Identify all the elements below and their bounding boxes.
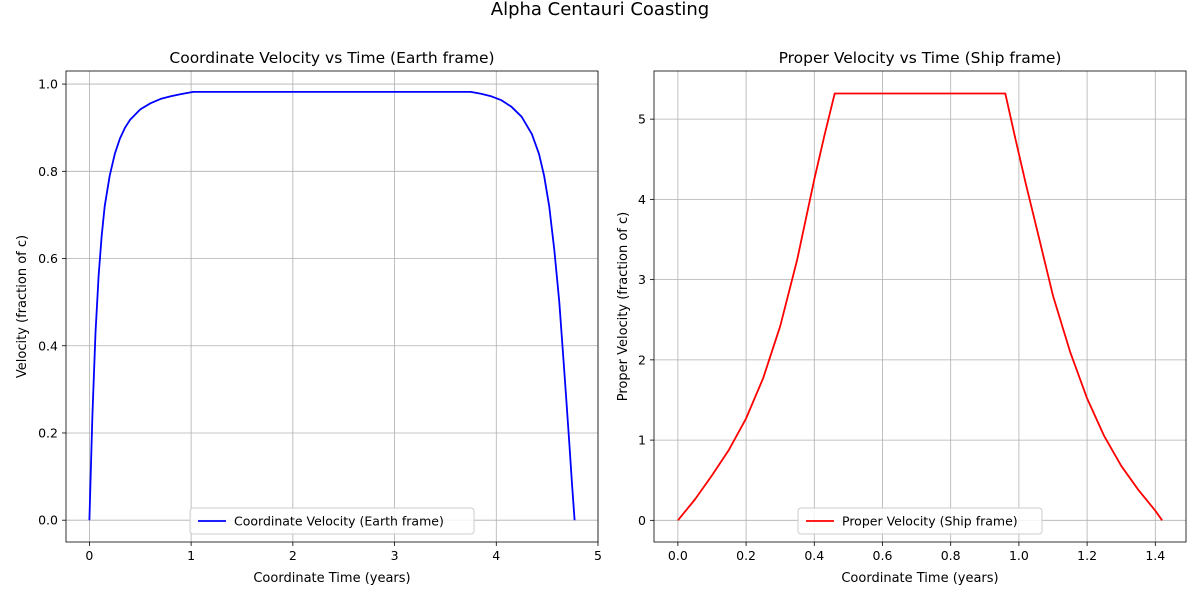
legend-label: Proper Velocity (Ship frame) <box>842 514 1018 529</box>
x-tick-label: 0.2 <box>736 548 756 563</box>
y-tick-label: 1 <box>638 433 646 448</box>
chart-title: Proper Velocity vs Time (Ship frame) <box>779 49 1062 67</box>
y-tick-label: 0.0 <box>38 513 58 528</box>
x-tick-label: 1.2 <box>1077 548 1097 563</box>
x-tick-label: 2 <box>289 548 297 563</box>
x-tick-label: 0 <box>85 548 93 563</box>
y-tick-label: 0.4 <box>38 338 58 353</box>
y-tick-label: 0.2 <box>38 425 58 440</box>
chart-title: Coordinate Velocity vs Time (Earth frame… <box>169 49 494 67</box>
y-tick-label: 0.6 <box>38 251 58 266</box>
x-tick-label: 1 <box>187 548 195 563</box>
x-tick-label: 1.0 <box>1009 548 1029 563</box>
legend: Proper Velocity (Ship frame) <box>797 507 1043 535</box>
x-tick-label: 0.4 <box>804 548 824 563</box>
x-tick-label: 1.4 <box>1145 548 1165 563</box>
x-axis-label: Coordinate Time (years) <box>253 571 410 586</box>
chart-2: 0.0 0.2 0.4 0.6 0.8 1.0 1.2 1.4 0 1 2 3 4 5 Proper Vel… <box>616 49 1187 586</box>
legend-label: Coordinate Velocity (Earth frame) <box>234 514 444 529</box>
y-tick-label: 2 <box>638 352 646 367</box>
x-tick-label: 0.6 <box>873 548 893 563</box>
axes-frame <box>653 70 1187 543</box>
x-tick-label: 4 <box>492 548 500 563</box>
y-axis-label: Velocity (fraction of c) <box>15 235 30 378</box>
y-tick-label: 1.0 <box>38 77 58 92</box>
y-axis-label: Proper Velocity (fraction of c) <box>616 212 631 402</box>
x-tick-label: 5 <box>594 548 602 563</box>
x-tick-label: 0.8 <box>941 548 961 563</box>
y-tick-label: 4 <box>638 192 646 207</box>
legend-box <box>189 507 475 535</box>
series-line <box>677 92 1163 521</box>
chart-1: 0 1 2 3 4 5 0.0 0.2 0.4 0.6 0.8 1.0 Coordinate Veloc… <box>15 49 602 586</box>
plots-container: 0 1 2 3 4 5 0.0 0.2 0.4 0.6 0.8 1.0 Coordinate Veloc… <box>15 49 1187 586</box>
y-tick-label: 0.8 <box>38 164 58 179</box>
figure-title: Alpha Centauri Coasting <box>491 0 709 20</box>
series-line <box>88 91 576 521</box>
x-tick-label: 3 <box>391 548 399 563</box>
y-tick-label: 5 <box>638 112 646 127</box>
x-axis-label: Coordinate Time (years) <box>841 571 998 586</box>
legend-box <box>797 507 1043 535</box>
x-tick-label: 0.0 <box>668 548 688 563</box>
y-tick-label: 0 <box>638 513 646 528</box>
legend: Coordinate Velocity (Earth frame) <box>189 507 475 535</box>
y-tick-label: 3 <box>638 272 646 287</box>
axes-frame <box>65 70 599 543</box>
